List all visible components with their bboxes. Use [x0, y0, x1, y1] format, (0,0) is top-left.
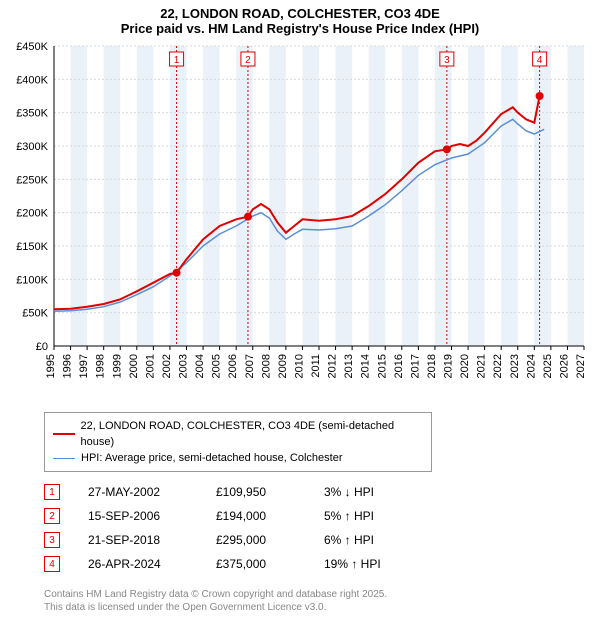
chart-titles: 22, LONDON ROAD, COLCHESTER, CO3 4DE Pri… — [0, 0, 600, 36]
sale-date: 21-SEP-2018 — [88, 533, 188, 547]
svg-text:2020: 2020 — [459, 354, 471, 378]
svg-text:3: 3 — [444, 55, 450, 66]
sale-price: £295,000 — [216, 533, 296, 547]
svg-text:£150K: £150K — [16, 241, 48, 253]
svg-text:2018: 2018 — [426, 354, 438, 378]
svg-text:1998: 1998 — [95, 354, 107, 378]
svg-text:2000: 2000 — [128, 354, 140, 378]
sale-date: 27-MAY-2002 — [88, 485, 188, 499]
chart-svg: £0 £50K £100K £150K £200K £250K £300K £350K £400… — [0, 36, 600, 406]
table-row: 4 26-APR-2024 £375,000 19% ↑ HPI — [44, 552, 600, 576]
svg-text:£50K: £50K — [22, 308, 48, 320]
legend-label: HPI: Average price, semi-detached house,… — [81, 450, 343, 466]
legend-item: 22, LONDON ROAD, COLCHESTER, CO3 4DE (se… — [53, 418, 423, 450]
footer-line: This data is licensed under the Open Gov… — [44, 601, 600, 614]
svg-text:1995: 1995 — [45, 354, 57, 378]
svg-text:£300K: £300K — [16, 141, 48, 153]
chart-area: £0 £50K £100K £150K £200K £250K £300K £350K £400… — [0, 36, 600, 406]
sale-delta: 5% ↑ HPI — [324, 509, 414, 523]
svg-text:2009: 2009 — [277, 354, 289, 378]
svg-text:2011: 2011 — [310, 354, 322, 378]
svg-text:2019: 2019 — [443, 354, 455, 378]
title-address: 22, LONDON ROAD, COLCHESTER, CO3 4DE — [0, 6, 600, 21]
svg-text:£400K: £400K — [16, 74, 48, 86]
sale-marker-icon: 1 — [44, 484, 60, 500]
sale-price: £194,000 — [216, 509, 296, 523]
svg-text:2001: 2001 — [144, 354, 156, 378]
svg-text:2010: 2010 — [293, 354, 305, 378]
legend-item: HPI: Average price, semi-detached house,… — [53, 450, 423, 466]
sale-price: £109,950 — [216, 485, 296, 499]
svg-text:2007: 2007 — [244, 354, 256, 378]
table-row: 3 21-SEP-2018 £295,000 6% ↑ HPI — [44, 528, 600, 552]
legend-swatch — [53, 433, 75, 435]
svg-text:2008: 2008 — [260, 354, 272, 378]
sale-marker-icon: 2 — [44, 508, 60, 524]
svg-text:£100K: £100K — [16, 274, 48, 286]
svg-text:2016: 2016 — [393, 354, 405, 378]
sale-delta: 19% ↑ HPI — [324, 557, 414, 571]
svg-text:£0: £0 — [36, 341, 48, 353]
svg-text:2023: 2023 — [509, 354, 521, 378]
svg-text:2: 2 — [245, 55, 251, 66]
svg-text:£250K: £250K — [16, 174, 48, 186]
legend: 22, LONDON ROAD, COLCHESTER, CO3 4DE (se… — [44, 412, 432, 472]
sale-date: 26-APR-2024 — [88, 557, 188, 571]
svg-text:2021: 2021 — [476, 354, 488, 378]
table-row: 2 15-SEP-2006 £194,000 5% ↑ HPI — [44, 504, 600, 528]
sale-marker-icon: 4 — [44, 556, 60, 572]
sales-table: 1 27-MAY-2002 £109,950 3% ↓ HPI 2 15-SEP… — [44, 480, 600, 576]
svg-text:£200K: £200K — [16, 208, 48, 220]
footer: Contains HM Land Registry data © Crown c… — [44, 588, 600, 622]
svg-text:1997: 1997 — [78, 354, 90, 378]
svg-text:2022: 2022 — [492, 354, 504, 378]
svg-text:2013: 2013 — [343, 354, 355, 378]
sale-delta: 6% ↑ HPI — [324, 533, 414, 547]
svg-text:2006: 2006 — [227, 354, 239, 378]
svg-text:£450K: £450K — [16, 41, 48, 53]
svg-text:2025: 2025 — [542, 354, 554, 378]
svg-text:2005: 2005 — [211, 354, 223, 378]
svg-text:£350K: £350K — [16, 108, 48, 120]
sale-price: £375,000 — [216, 557, 296, 571]
svg-text:1: 1 — [174, 55, 180, 66]
svg-text:1996: 1996 — [62, 354, 74, 378]
svg-text:2017: 2017 — [409, 354, 421, 378]
sale-delta: 3% ↓ HPI — [324, 485, 414, 499]
svg-text:2012: 2012 — [327, 354, 339, 378]
svg-text:2003: 2003 — [178, 354, 190, 378]
legend-label: 22, LONDON ROAD, COLCHESTER, CO3 4DE (se… — [81, 418, 423, 450]
legend-swatch — [53, 458, 75, 459]
svg-text:2024: 2024 — [525, 354, 537, 378]
title-subtitle: Price paid vs. HM Land Registry's House … — [0, 21, 600, 36]
svg-text:2027: 2027 — [575, 354, 587, 378]
svg-text:2026: 2026 — [558, 354, 570, 378]
footer-line: Contains HM Land Registry data © Crown c… — [44, 588, 600, 601]
svg-text:2014: 2014 — [360, 354, 372, 378]
sale-marker-icon: 3 — [44, 532, 60, 548]
svg-text:2002: 2002 — [161, 354, 173, 378]
svg-text:2004: 2004 — [194, 354, 206, 378]
svg-text:1999: 1999 — [111, 354, 123, 378]
sale-date: 15-SEP-2006 — [88, 509, 188, 523]
svg-text:2015: 2015 — [376, 354, 388, 378]
svg-text:4: 4 — [537, 55, 543, 66]
table-row: 1 27-MAY-2002 £109,950 3% ↓ HPI — [44, 480, 600, 504]
chart-container: 22, LONDON ROAD, COLCHESTER, CO3 4DE Pri… — [0, 0, 600, 622]
